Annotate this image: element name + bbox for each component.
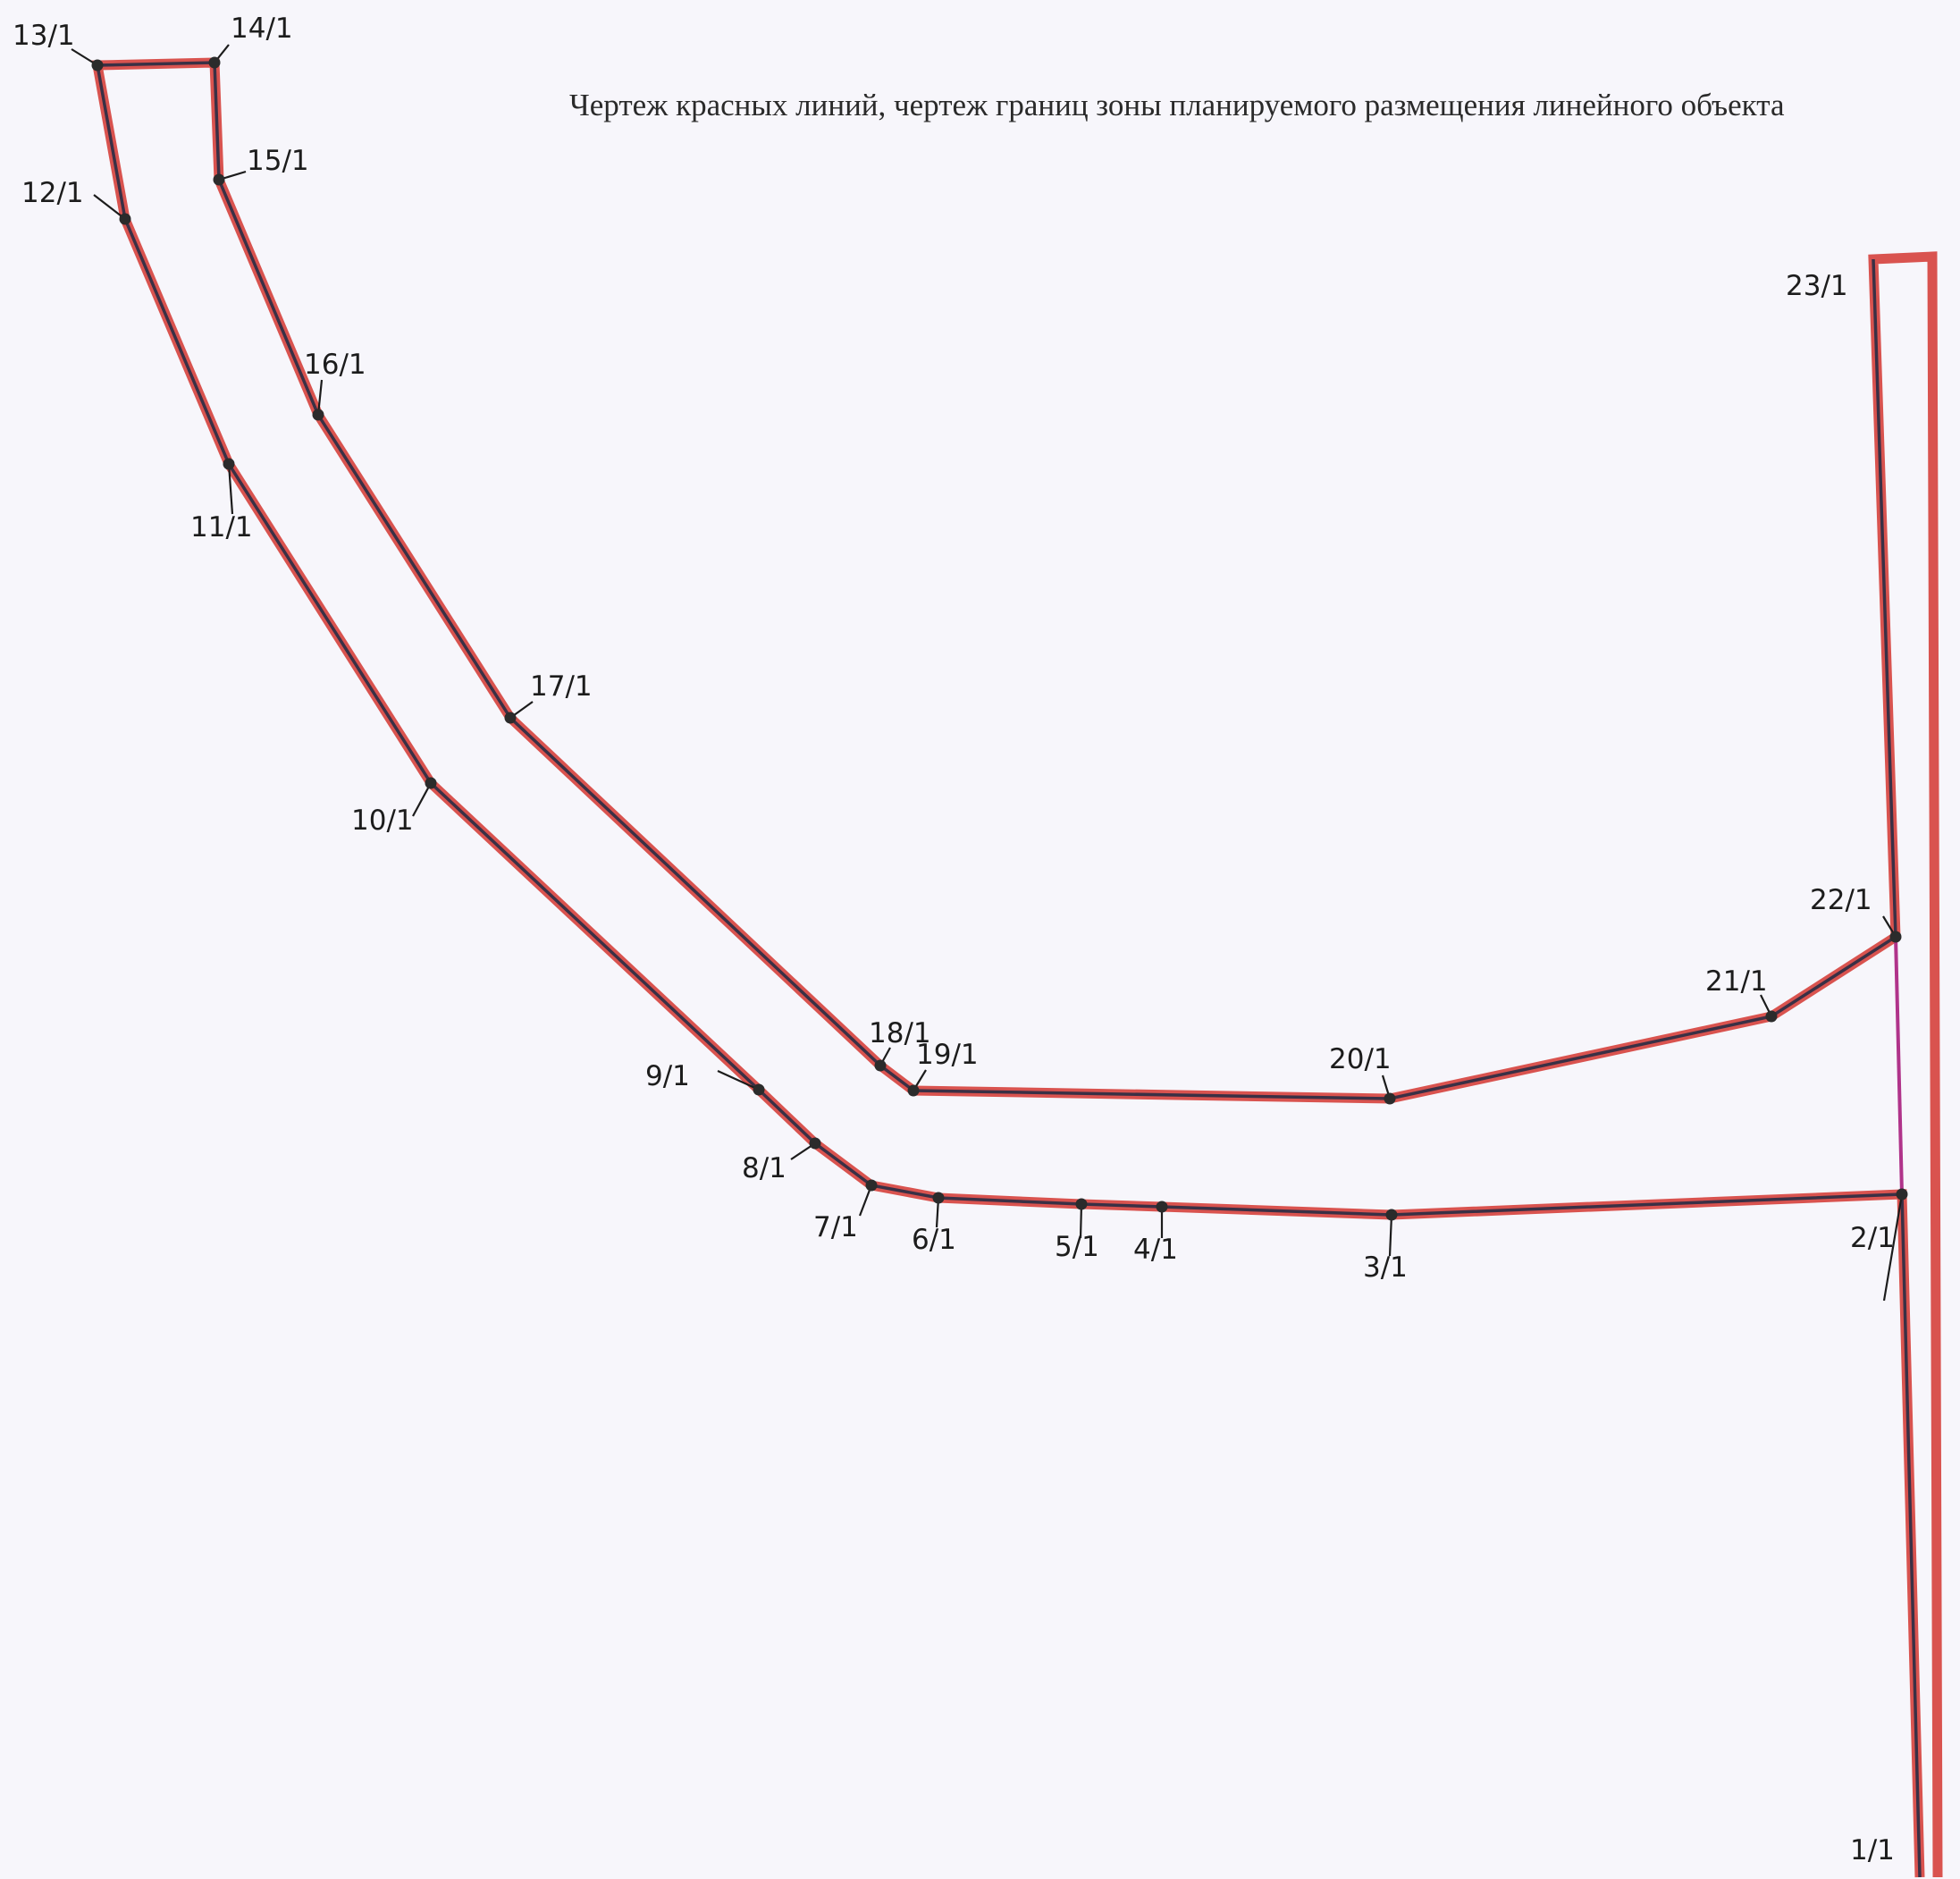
point-label: 15/1	[247, 145, 309, 177]
point-label: 1/1	[1850, 1834, 1895, 1866]
boundary-point	[874, 1059, 887, 1072]
boundary-point	[1075, 1198, 1088, 1210]
point-label: 14/1	[231, 13, 293, 45]
boundary-point	[753, 1083, 765, 1096]
point-label: 12/1	[21, 177, 84, 209]
point-label: 20/1	[1329, 1043, 1392, 1075]
boundary-point	[1156, 1201, 1168, 1213]
point-label: 18/1	[869, 1017, 931, 1049]
page-title: Чертеж красных линий, чертеж границ зоны…	[569, 88, 1785, 122]
point-label: 16/1	[304, 349, 366, 381]
leader-line	[1388, 1214, 1393, 1257]
zone-boundary-line	[95, 61, 1922, 1878]
boundary-point	[932, 1192, 945, 1204]
point-label: 17/1	[530, 670, 593, 703]
boundary-point	[1385, 1209, 1398, 1221]
boundary-point	[223, 458, 235, 470]
boundary-point	[425, 777, 437, 789]
boundary-point	[312, 409, 324, 421]
point-label: 2/1	[1850, 1222, 1895, 1254]
point-label: 6/1	[912, 1224, 956, 1256]
leader-line	[93, 194, 126, 220]
leader-line	[316, 379, 324, 416]
point-label: 4/1	[1133, 1234, 1178, 1266]
leader-line	[227, 463, 234, 515]
boundary-point	[809, 1137, 821, 1150]
junction-line	[1894, 936, 1904, 1195]
boundary-point	[213, 173, 225, 186]
boundary-point	[504, 712, 517, 724]
leader-line	[412, 782, 432, 817]
point-label: 13/1	[13, 20, 75, 52]
point-labels: 1/1 2/1 3/1 4/1 5/1 6/1 7/1 8/1 9/1 10/1 11/1 12/1 1…	[13, 13, 1895, 1866]
boundary-point	[865, 1179, 878, 1192]
point-label: 11/1	[190, 511, 253, 543]
point-label: 19/1	[916, 1039, 979, 1071]
point-label: 22/1	[1810, 884, 1872, 916]
boundary-point	[907, 1084, 920, 1097]
boundary-point	[1765, 1010, 1778, 1023]
point-label: 7/1	[813, 1211, 858, 1243]
boundary-points	[91, 56, 1908, 1221]
point-label: 3/1	[1363, 1251, 1408, 1284]
leader-line	[1882, 1193, 1904, 1302]
label-leaders	[71, 44, 1904, 1302]
leader-line	[717, 1069, 760, 1091]
boundary-point	[1889, 931, 1902, 943]
point-label: 10/1	[351, 805, 414, 837]
point-label: 23/1	[1786, 270, 1848, 302]
boundary-point	[119, 213, 131, 225]
point-label: 8/1	[742, 1152, 787, 1184]
point-label: 5/1	[1055, 1231, 1099, 1263]
red-line	[91, 57, 1943, 1878]
boundary-lines	[91, 57, 1943, 1878]
boundary-point	[1896, 1188, 1908, 1201]
boundary-point	[1384, 1092, 1396, 1105]
boundary-point	[91, 59, 104, 72]
point-label: 21/1	[1705, 965, 1768, 998]
boundary-point	[208, 56, 221, 69]
point-label: 9/1	[645, 1060, 690, 1092]
